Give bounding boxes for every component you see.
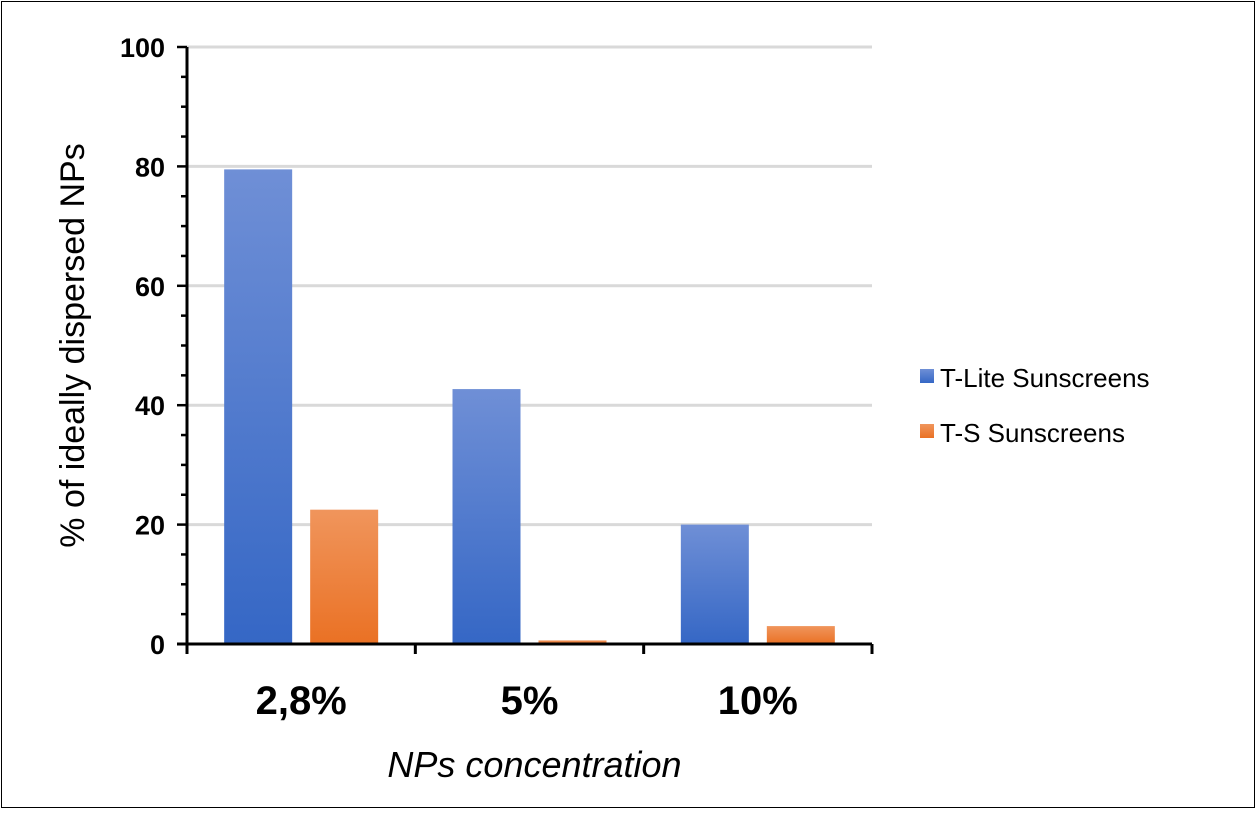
y-tick-label: 40: [135, 391, 165, 421]
y-tick-label: 80: [135, 152, 165, 182]
x-tick-label: 10%: [718, 679, 798, 723]
y-axis-label: % of ideally dispersed NPs: [54, 143, 92, 547]
bar-t-lite-1: [452, 389, 521, 644]
y-tick-label: 20: [135, 511, 165, 541]
x-tick-label: 2,8%: [256, 679, 347, 723]
x-axis-label: NPs concentration: [387, 744, 681, 785]
gridlines: [187, 45, 872, 527]
x-tick-labels: 2,8% 5% 10%: [256, 679, 798, 723]
bar-t-s-1: [538, 640, 607, 644]
legend: T-Lite Sunscreens T-S Sunscreens: [920, 363, 1150, 448]
y-tick-label: 100: [120, 33, 165, 63]
bar-t-lite-0: [224, 169, 293, 644]
axes: [177, 45, 874, 654]
bar-t-s-0: [310, 509, 379, 644]
x-tick-label: 5%: [501, 679, 559, 723]
y-tick-label: 60: [135, 272, 165, 302]
y-tick-labels: 0 20 40 60 80 100: [120, 33, 165, 660]
bar-t-s-2: [766, 626, 835, 644]
legend-swatch: [920, 424, 934, 438]
y-tick-label: 0: [150, 630, 165, 660]
bar-t-lite-2: [680, 524, 749, 644]
legend-label: T-Lite Sunscreens: [940, 363, 1150, 393]
legend-swatch: [920, 369, 934, 383]
legend-label: T-S Sunscreens: [940, 418, 1125, 448]
bars: [224, 169, 835, 644]
